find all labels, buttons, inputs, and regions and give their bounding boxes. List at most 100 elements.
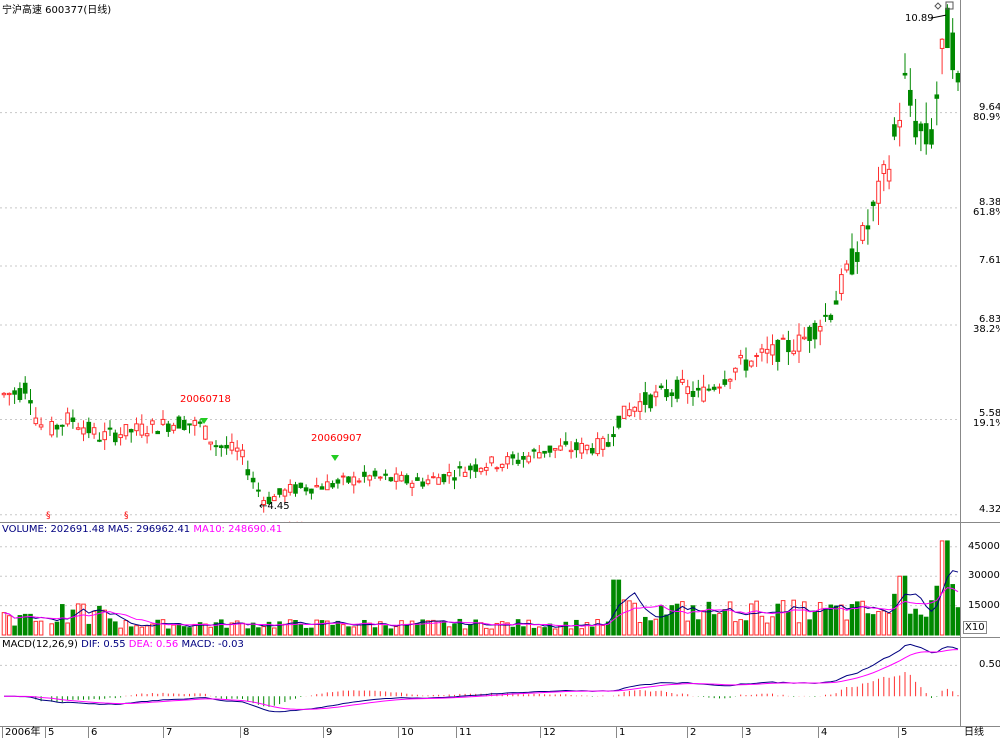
volume-bar bbox=[431, 619, 436, 636]
volume-bar bbox=[54, 621, 60, 636]
candle-body bbox=[775, 339, 781, 362]
candle-body bbox=[669, 392, 675, 397]
volume-bar bbox=[605, 621, 611, 636]
volume-bar bbox=[229, 622, 235, 636]
ex-rights-icon: § bbox=[124, 511, 129, 521]
candle-body bbox=[282, 489, 288, 497]
macd-panel[interactable]: MACD(12,26,9) DIF: 0.55 DEA: 0.56 MACD: … bbox=[0, 638, 960, 726]
candle-body bbox=[473, 464, 478, 472]
volume-bar bbox=[674, 603, 680, 636]
macd-chart[interactable] bbox=[0, 638, 960, 726]
candle-body bbox=[521, 456, 526, 460]
volume-bar bbox=[298, 624, 304, 636]
volume-bar bbox=[356, 624, 362, 636]
volume-bar bbox=[319, 620, 325, 636]
candle-body bbox=[171, 424, 176, 431]
candle-body bbox=[86, 421, 92, 434]
candle-body bbox=[314, 485, 319, 488]
candle-body bbox=[759, 348, 765, 353]
candle-body bbox=[181, 419, 187, 430]
low-price-label: ←4.45 bbox=[259, 501, 290, 512]
candle-body bbox=[643, 392, 648, 405]
candle-body bbox=[690, 390, 696, 397]
volume-bar bbox=[287, 619, 293, 636]
candle-body bbox=[595, 438, 600, 455]
price-pct-label: 61.8% bbox=[973, 206, 1000, 218]
volume-bar bbox=[489, 628, 494, 636]
volume-bar bbox=[245, 628, 251, 636]
price-tick-label: 4.32 bbox=[979, 503, 1000, 515]
candle-body bbox=[420, 481, 425, 487]
volume-bar bbox=[526, 619, 532, 636]
candle-body bbox=[664, 389, 669, 398]
candle-body bbox=[176, 416, 182, 429]
volume-bar bbox=[955, 607, 960, 636]
volume-bar bbox=[409, 620, 415, 636]
date-marker-2: 20060907 bbox=[311, 433, 362, 444]
candle-body bbox=[717, 386, 722, 389]
candle-body bbox=[388, 477, 394, 482]
volume-bar bbox=[49, 623, 55, 636]
panel-divider-3 bbox=[0, 726, 1000, 727]
price-panel[interactable]: 宁沪高速 600377(日线) 10.89 ←4.45 买很清楚 20060718 20… bbox=[0, 0, 960, 522]
volume-tick-label: 45000 bbox=[968, 540, 1000, 552]
volume-bar bbox=[150, 623, 155, 636]
candle-body bbox=[457, 466, 463, 469]
volume-bar bbox=[648, 620, 653, 636]
volume-bar bbox=[717, 612, 722, 636]
volume-bar bbox=[499, 621, 505, 636]
candle-body bbox=[489, 456, 494, 464]
volume-chart[interactable] bbox=[0, 523, 960, 637]
volume-bar bbox=[415, 623, 420, 636]
volume-bar bbox=[261, 626, 266, 636]
dea-label: DEA: bbox=[128, 639, 153, 650]
time-axis: 2006年 5 6 7 8 9 10 11 12 1 2 3 4 5 bbox=[0, 727, 960, 738]
volume-bar bbox=[383, 625, 388, 636]
volume-panel[interactable]: VOLUME: 202691.48 MA5: 296962.41 MA10: 2… bbox=[0, 523, 960, 637]
volume-bar bbox=[812, 610, 818, 636]
candle-body bbox=[272, 496, 277, 502]
volume-bar bbox=[791, 599, 797, 636]
volume-bar bbox=[346, 626, 351, 636]
candle-body bbox=[892, 124, 897, 137]
volume-bar bbox=[870, 614, 876, 636]
volume-bar bbox=[351, 626, 357, 636]
time-axis-label: 4 bbox=[818, 727, 827, 738]
candle-body bbox=[680, 378, 685, 383]
volume-bar bbox=[388, 628, 394, 636]
volume-bar bbox=[664, 614, 669, 636]
volume-bar bbox=[330, 624, 335, 636]
volume-bar bbox=[833, 605, 839, 636]
candle-body bbox=[234, 447, 240, 452]
volume-bar bbox=[65, 622, 70, 636]
volume-bar bbox=[113, 621, 118, 636]
candle-body bbox=[325, 481, 330, 491]
candle-body bbox=[197, 421, 203, 424]
candle-body bbox=[923, 123, 929, 145]
volume-bar bbox=[817, 602, 823, 636]
candle-body bbox=[356, 480, 362, 483]
candle-body bbox=[807, 326, 812, 341]
macd-tick-label: 0.50 bbox=[979, 659, 1000, 671]
candle-body bbox=[118, 434, 123, 439]
volume-bar bbox=[621, 599, 627, 636]
volume-bar bbox=[780, 600, 786, 636]
time-axis-label: 11 bbox=[456, 727, 472, 738]
volume-bar bbox=[929, 600, 934, 636]
chart-title: 宁沪高速 600377(日线) bbox=[2, 5, 112, 16]
candle-body bbox=[441, 474, 447, 483]
volume-bar bbox=[669, 605, 675, 636]
candlestick-chart[interactable]: 10.89 ←4.45 买很清楚 20060718 20060907 § § bbox=[0, 0, 960, 522]
volume-bar bbox=[680, 601, 685, 636]
candle-body bbox=[28, 400, 33, 404]
volume-bar bbox=[616, 579, 622, 636]
candle-body bbox=[627, 409, 632, 417]
volume-bar bbox=[166, 628, 171, 636]
volume-bar bbox=[537, 626, 542, 636]
candle-body bbox=[510, 454, 516, 459]
candle-body bbox=[303, 487, 309, 492]
volume-bar bbox=[446, 626, 452, 636]
period-label[interactable]: 日线 bbox=[964, 727, 984, 738]
candle-body bbox=[733, 367, 738, 373]
volume-bar bbox=[203, 623, 208, 636]
